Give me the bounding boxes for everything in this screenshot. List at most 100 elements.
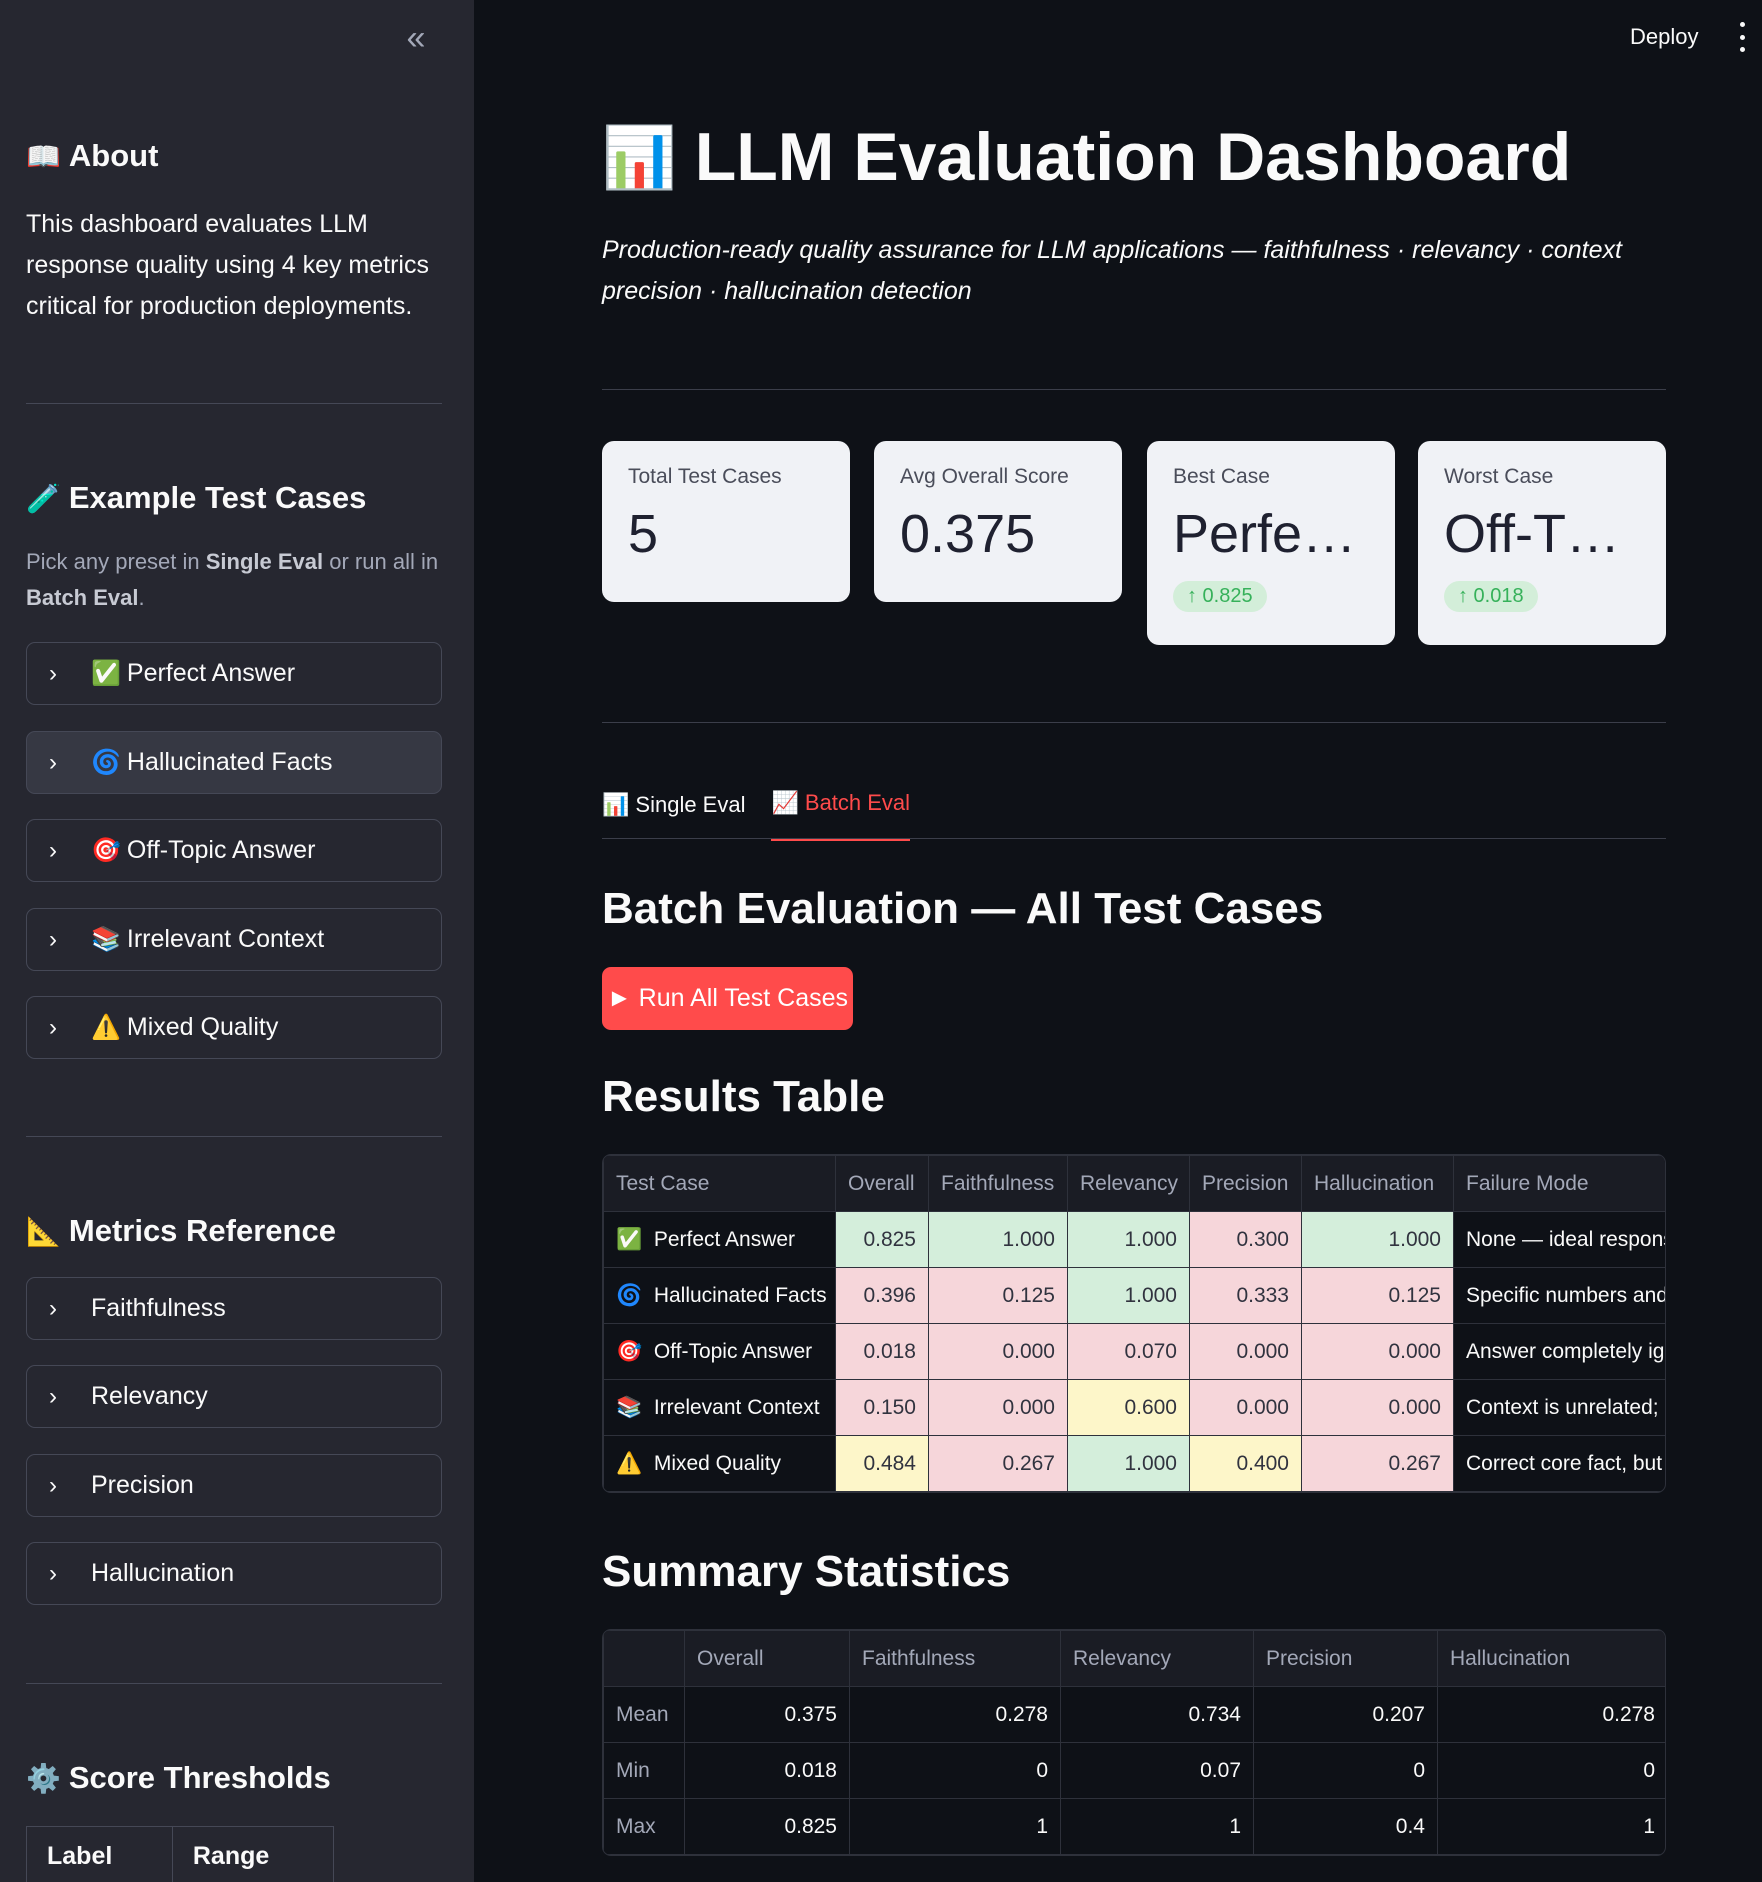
deploy-button[interactable]: Deploy bbox=[1630, 24, 1699, 49]
table-row[interactable]: 📚 Irrelevant Context 0.150 0.000 0.600 0.000… bbox=[603, 1379, 1665, 1436]
divider bbox=[26, 1683, 442, 1684]
trend-chart-icon: 📈 bbox=[771, 790, 799, 815]
col-header[interactable] bbox=[603, 1630, 685, 1687]
score-cell: 0.000 bbox=[928, 1323, 1068, 1380]
target-icon: 🎯 bbox=[616, 1339, 643, 1363]
failure-mode-cell: None — ideal response bbox=[1453, 1211, 1665, 1268]
metric-expander-faithfulness[interactable]: › Faithfulness bbox=[26, 1277, 442, 1340]
stat-value-cell: 0.825 bbox=[684, 1798, 850, 1855]
metric-worst-case: Worst Case Off-T… ↑ 0.018 bbox=[1418, 441, 1666, 645]
stat-label-cell: Mean bbox=[603, 1686, 685, 1743]
examples-caption: Pick any preset in Single Eval or run al… bbox=[26, 549, 439, 610]
divider bbox=[602, 389, 1666, 390]
col-header[interactable]: Relevancy bbox=[1060, 1630, 1254, 1687]
metric-expander-hallucination[interactable]: › Hallucination bbox=[26, 1542, 442, 1605]
warning-icon: ⚠️ bbox=[91, 1014, 121, 1041]
metric-best-case: Best Case Perfe… ↑ 0.825 bbox=[1147, 441, 1395, 645]
col-header[interactable]: Precision bbox=[1253, 1630, 1438, 1687]
delta-badge: ↑ 0.825 bbox=[1173, 581, 1267, 612]
stat-value-cell: 0 bbox=[849, 1742, 1061, 1799]
metrics-reference-heading: 📐 Metrics Reference bbox=[26, 1213, 336, 1248]
tab-batch-eval[interactable]: 📈 Batch Eval bbox=[771, 790, 911, 841]
check-mark-icon: ✅ bbox=[616, 1227, 643, 1251]
metric-expander-precision[interactable]: › Precision bbox=[26, 1454, 442, 1517]
score-cell: 1.000 bbox=[1067, 1435, 1190, 1492]
delta-badge: ↑ 0.018 bbox=[1444, 581, 1538, 612]
bar-chart-icon: 📊 bbox=[602, 791, 630, 817]
warning-icon: ⚠️ bbox=[616, 1451, 643, 1475]
col-header[interactable]: Failure Mode bbox=[1453, 1155, 1665, 1212]
col-header[interactable]: Hallucination bbox=[1437, 1630, 1665, 1687]
table-row[interactable]: Mean 0.375 0.278 0.734 0.207 0.278 bbox=[603, 1686, 1665, 1743]
table-row[interactable]: Max 0.825 1 1 0.4 1 bbox=[603, 1798, 1665, 1855]
thresholds-table: Label Range bbox=[26, 1826, 335, 1882]
score-cell: 0.125 bbox=[928, 1267, 1068, 1324]
table-row[interactable]: Min 0.018 0 0.07 0 0 bbox=[603, 1742, 1665, 1799]
books-icon: 📚 bbox=[91, 926, 121, 953]
test-tube-icon: 🧪 bbox=[26, 482, 61, 514]
example-expander-irrelevant-context[interactable]: › 📚 Irrelevant Context bbox=[26, 908, 442, 971]
test-case-cell: 🎯 Off-Topic Answer bbox=[603, 1323, 836, 1380]
col-header[interactable]: Test Case bbox=[603, 1155, 836, 1212]
score-cell: 1.000 bbox=[1301, 1211, 1454, 1268]
thresholds-header-label: Label bbox=[26, 1826, 173, 1882]
score-cell: 0.000 bbox=[1189, 1379, 1302, 1436]
score-cell: 0.396 bbox=[835, 1267, 929, 1324]
example-expander-hallucinated-facts[interactable]: › 🌀 Hallucinated Facts bbox=[26, 731, 442, 794]
score-cell: 0.000 bbox=[1301, 1323, 1454, 1380]
col-header[interactable]: Precision bbox=[1189, 1155, 1302, 1212]
score-cell: 0.484 bbox=[835, 1435, 929, 1492]
chevron-right-icon: › bbox=[49, 1294, 57, 1322]
double-chevron-left-icon[interactable]: « bbox=[406, 19, 426, 57]
page-title: 📊 LLM Evaluation Dashboard bbox=[602, 119, 1572, 195]
bar-chart-icon: 📊 bbox=[602, 123, 677, 191]
score-cell: 0.000 bbox=[1189, 1323, 1302, 1380]
table-row[interactable]: ✅ Perfect Answer 0.825 1.000 1.000 0.300 1.00… bbox=[603, 1211, 1665, 1268]
target-icon: 🎯 bbox=[91, 837, 121, 864]
stat-value-cell: 1 bbox=[1437, 1798, 1665, 1855]
tab-underline bbox=[602, 838, 1666, 839]
col-header[interactable]: Overall bbox=[684, 1630, 850, 1687]
metric-expander-relevancy[interactable]: › Relevancy bbox=[26, 1365, 442, 1428]
triangular-ruler-icon: 📐 bbox=[26, 1215, 61, 1247]
results-table[interactable]: Test Case Overall Faithfulness Relevancy… bbox=[602, 1154, 1666, 1493]
example-expander-mixed-quality[interactable]: › ⚠️ Mixed Quality bbox=[26, 996, 442, 1059]
divider bbox=[602, 722, 1666, 723]
score-cell: 0.000 bbox=[1301, 1379, 1454, 1436]
more-menu-icon[interactable] bbox=[1736, 22, 1748, 52]
stat-value-cell: 0.734 bbox=[1060, 1686, 1254, 1743]
check-mark-icon: ✅ bbox=[91, 660, 121, 687]
col-header[interactable]: Faithfulness bbox=[849, 1630, 1061, 1687]
score-cell: 0.300 bbox=[1189, 1211, 1302, 1268]
stat-value-cell: 0.07 bbox=[1060, 1742, 1254, 1799]
gear-icon: ⚙️ bbox=[26, 1762, 61, 1794]
metric-avg-overall-score: Avg Overall Score 0.375 bbox=[874, 441, 1122, 602]
col-header[interactable]: Relevancy bbox=[1067, 1155, 1190, 1212]
batch-heading: Batch Evaluation — All Test Cases bbox=[602, 884, 1324, 933]
table-row[interactable]: ⚠️ Mixed Quality 0.484 0.267 1.000 0.400 0.26… bbox=[603, 1435, 1665, 1492]
score-cell: 0.150 bbox=[835, 1379, 929, 1436]
chevron-right-icon: › bbox=[49, 925, 57, 953]
score-cell: 0.267 bbox=[928, 1435, 1068, 1492]
example-expander-perfect-answer[interactable]: › ✅ Perfect Answer bbox=[26, 642, 442, 705]
table-row[interactable]: 🌀 Hallucinated Facts 0.396 0.125 1.000 0.333… bbox=[603, 1267, 1665, 1324]
stat-value-cell: 0.4 bbox=[1253, 1798, 1438, 1855]
chevron-right-icon: › bbox=[49, 836, 57, 864]
summary-table[interactable]: Overall Faithfulness Relevancy Precision… bbox=[602, 1629, 1666, 1856]
chevron-right-icon: › bbox=[49, 1471, 57, 1499]
failure-mode-cell: Context is unrelated; answer bbox=[1453, 1379, 1665, 1436]
chevron-right-icon: › bbox=[49, 1559, 57, 1587]
col-header[interactable]: Overall bbox=[835, 1155, 929, 1212]
col-header[interactable]: Faithfulness bbox=[928, 1155, 1068, 1212]
score-cell: 0.600 bbox=[1067, 1379, 1190, 1436]
col-header[interactable]: Hallucination bbox=[1301, 1155, 1454, 1212]
example-expander-off-topic-answer[interactable]: › 🎯 Off-Topic Answer bbox=[26, 819, 442, 882]
tab-single-eval[interactable]: 📊 Single Eval bbox=[602, 791, 746, 817]
failure-mode-cell: Specific numbers and dates bbox=[1453, 1267, 1665, 1324]
cyclone-icon: 🌀 bbox=[616, 1283, 643, 1307]
test-case-cell: 🌀 Hallucinated Facts bbox=[603, 1267, 836, 1324]
table-row[interactable]: 🎯 Off-Topic Answer 0.018 0.000 0.070 0.000 0.… bbox=[603, 1323, 1665, 1380]
run-all-button[interactable]: ► Run All Test Cases bbox=[602, 967, 853, 1030]
score-cell: 0.267 bbox=[1301, 1435, 1454, 1492]
stat-value-cell: 0.018 bbox=[684, 1742, 850, 1799]
